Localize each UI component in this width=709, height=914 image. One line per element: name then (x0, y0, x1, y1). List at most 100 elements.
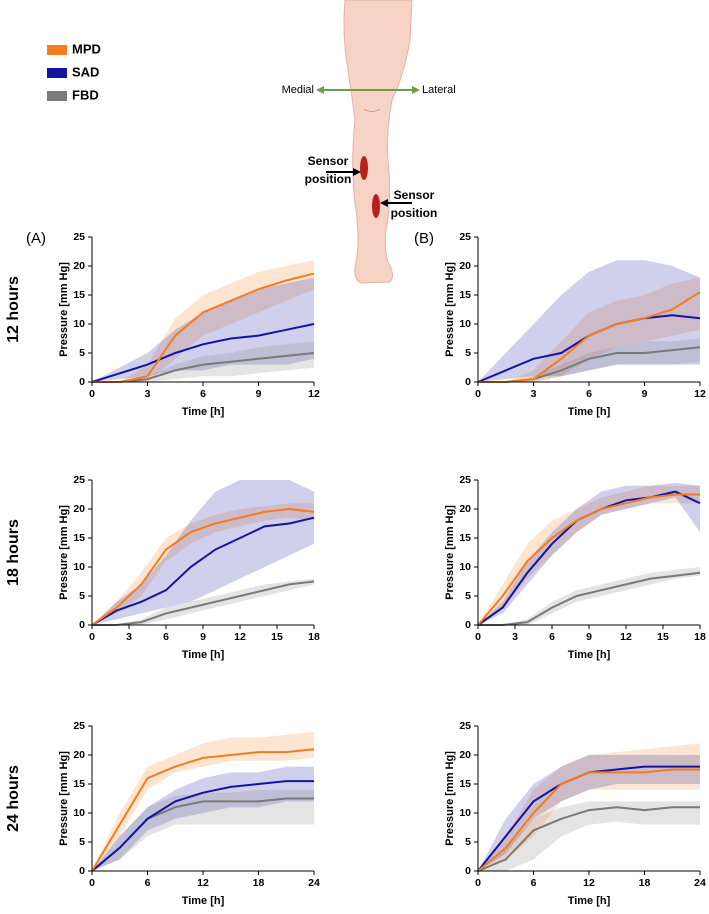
y-tick-label: 25 (73, 720, 85, 732)
sensor-label: Sensor (394, 188, 435, 202)
x-tick-label: 0 (475, 388, 481, 400)
y-tick-label: 20 (459, 749, 471, 761)
y-tick-label: 15 (73, 289, 85, 301)
x-tick-label: 0 (475, 631, 481, 643)
leg-illustration: Medial Lateral Sensor position Sensor po… (282, 0, 456, 284)
y-tick-label: 15 (459, 778, 471, 790)
series-line (92, 272, 315, 383)
x-tick-label: 0 (475, 877, 481, 889)
x-tick-label: 3 (126, 631, 132, 643)
x-axis-label: Time [h] (568, 895, 611, 907)
series-line (478, 291, 701, 383)
sensor-label: position (391, 206, 438, 220)
series-line (91, 748, 315, 872)
error-band (92, 766, 314, 871)
series-line (91, 507, 315, 626)
error-band (478, 485, 700, 625)
x-axis-label: Time [h] (182, 406, 225, 418)
error-band (478, 482, 700, 625)
x-axis-label: Time [h] (182, 649, 225, 661)
x-tick-label: 24 (308, 877, 320, 889)
x-tick-label: 0 (89, 388, 95, 400)
legend-label: MPD (72, 41, 101, 56)
row-label: 18 hours (5, 519, 22, 586)
error-band (478, 567, 700, 625)
x-tick-label: 3 (512, 631, 518, 643)
legend-swatch (47, 68, 67, 78)
leg (343, 0, 413, 284)
knee (363, 108, 381, 112)
x-axis-label: Time [h] (568, 406, 611, 418)
x-tick-label: 12 (197, 877, 209, 889)
error-band (92, 260, 314, 382)
lateral-label: Lateral (422, 84, 456, 96)
x-tick-label: 15 (657, 631, 669, 643)
chart: 0 5 10 15 20 25 0 3 6 9 12 Time [h] Pressure [mm Hg] (444, 231, 706, 418)
chart: 0 5 10 15 20 25 0 3 6 9 12 15 18 Time [h] Pressure [mm… (58, 474, 320, 661)
error-band (478, 801, 700, 871)
y-tick-label: 15 (459, 532, 471, 544)
y-tick-label: 25 (459, 231, 471, 243)
y-tick-label: 5 (79, 347, 85, 359)
x-tick-label: 12 (234, 631, 246, 643)
x-tick-label: 9 (642, 388, 648, 400)
y-axis-label: Pressure [mm Hg] (58, 505, 70, 600)
x-tick-label: 12 (583, 877, 595, 889)
y-tick-label: 10 (459, 561, 471, 573)
x-tick-label: 0 (89, 631, 95, 643)
legend-label: FBD (72, 87, 99, 102)
row-label: 24 hours (5, 765, 22, 832)
error-band (92, 578, 314, 625)
x-tick-label: 3 (145, 388, 151, 400)
y-tick-label: 10 (459, 318, 471, 330)
sensor-label: Sensor (308, 154, 349, 168)
y-tick-label: 5 (79, 836, 85, 848)
x-axis-label: Time [h] (182, 895, 225, 907)
x-tick-label: 12 (694, 388, 706, 400)
x-tick-label: 18 (308, 631, 320, 643)
y-tick-label: 10 (73, 318, 85, 330)
y-tick-label: 0 (465, 865, 471, 877)
x-tick-label: 15 (271, 631, 283, 643)
error-band (478, 260, 700, 382)
series-line (91, 780, 314, 872)
chart: 0 5 10 15 20 25 0 3 6 9 12 15 18 Time [h] Pressure [mm… (444, 474, 706, 661)
y-tick-label: 20 (73, 503, 85, 515)
y-tick-label: 0 (79, 865, 85, 877)
chart: 0 5 10 15 20 25 0 3 6 9 12 Time [h] Pressure [mm Hg] (58, 231, 320, 418)
y-tick-label: 25 (459, 720, 471, 732)
y-tick-label: 25 (459, 474, 471, 486)
series-line (92, 580, 315, 626)
y-tick-label: 10 (73, 807, 85, 819)
x-tick-label: 6 (163, 631, 169, 643)
legend-swatch (47, 45, 67, 55)
y-tick-label: 20 (459, 503, 471, 515)
y-axis-label: Pressure [mm Hg] (444, 262, 456, 357)
row-label: 12 hours (5, 276, 22, 343)
y-tick-label: 10 (459, 807, 471, 819)
error-band (92, 731, 314, 871)
series-line (477, 768, 700, 872)
x-tick-label: 12 (620, 631, 632, 643)
y-tick-label: 0 (465, 619, 471, 631)
x-tick-label: 24 (694, 877, 706, 889)
x-tick-label: 6 (586, 388, 592, 400)
series-line (477, 806, 700, 872)
chart: 0 5 10 15 20 25 0 6 12 18 24 Time [h] Pressure [mm H… (58, 720, 320, 907)
legend-label: SAD (72, 64, 99, 79)
x-axis-label: Time [h] (568, 649, 611, 661)
series-line (91, 323, 315, 383)
y-axis-label: Pressure [mm Hg] (58, 751, 70, 846)
panel-label: (A) (26, 230, 46, 247)
y-tick-label: 5 (79, 590, 85, 602)
legend-swatch (47, 91, 67, 101)
y-tick-label: 10 (73, 561, 85, 573)
x-tick-label: 12 (308, 388, 320, 400)
x-tick-label: 18 (694, 631, 706, 643)
x-tick-label: 18 (253, 877, 265, 889)
error-band (92, 480, 314, 625)
x-tick-label: 6 (200, 388, 206, 400)
y-tick-label: 0 (79, 376, 85, 388)
y-axis-label: Pressure [mm Hg] (444, 505, 456, 600)
